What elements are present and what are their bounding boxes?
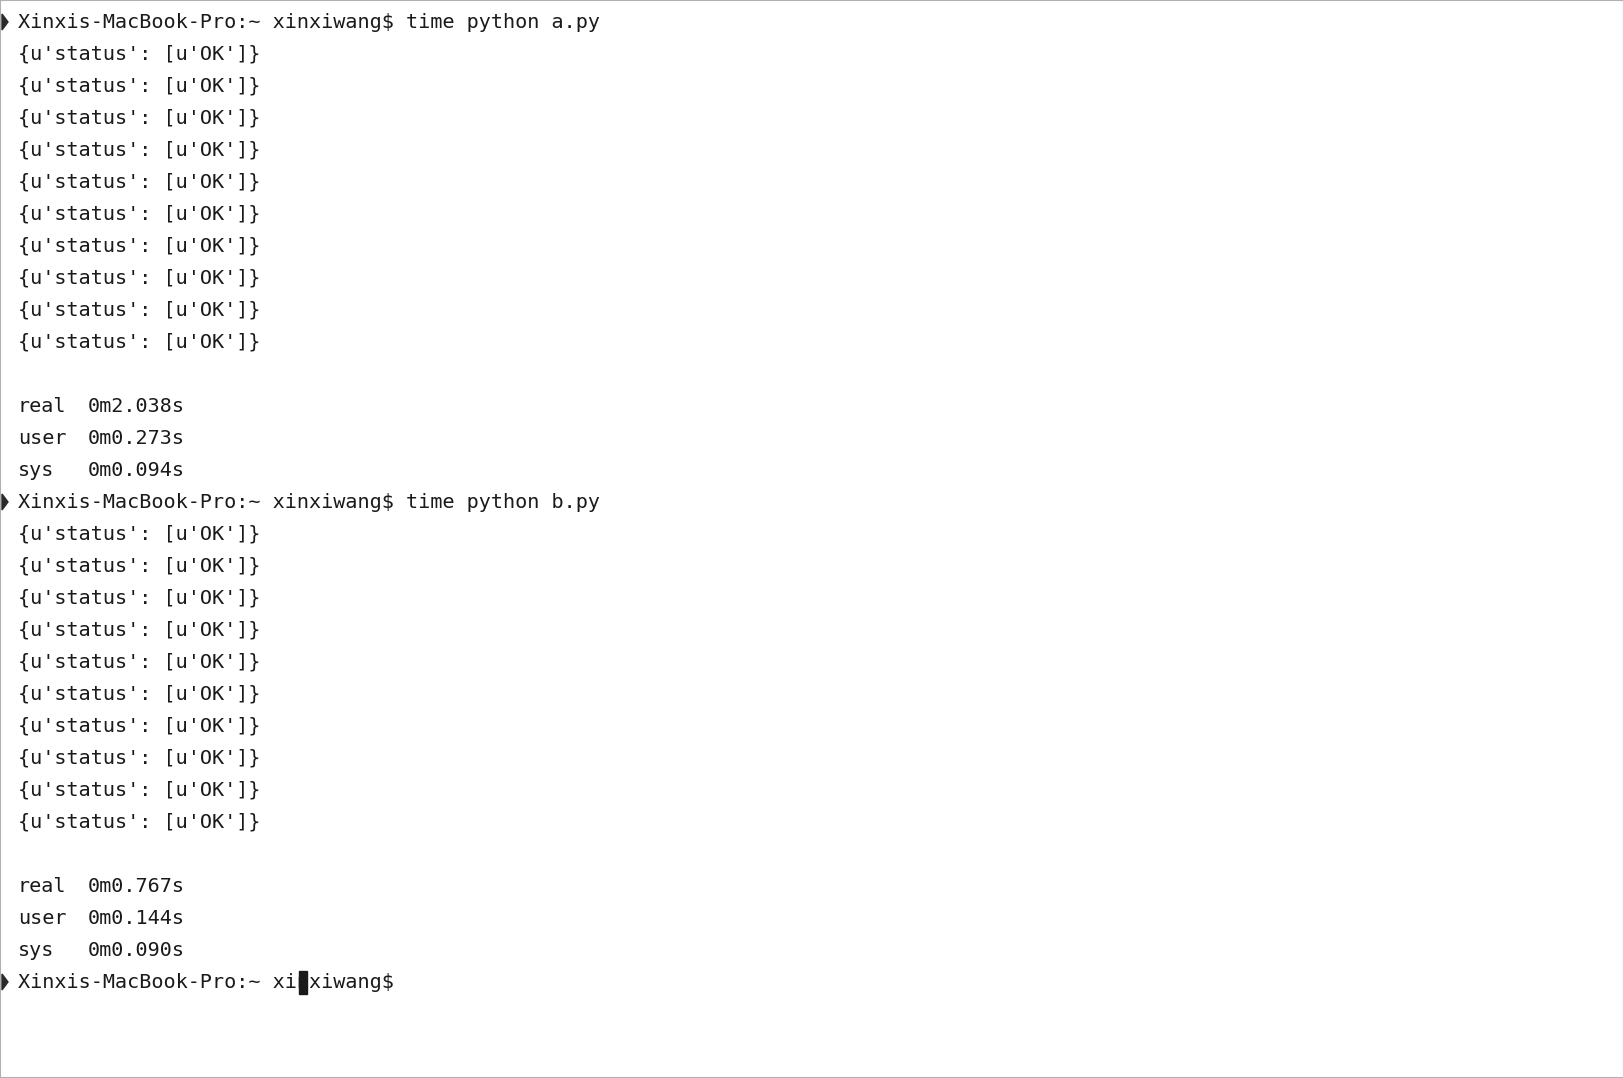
Text: {u'status': [u'OK']}: {u'status': [u'OK']} [18, 332, 260, 351]
Polygon shape [2, 14, 8, 30]
Text: 0m0.273s: 0m0.273s [88, 428, 185, 447]
Text: real: real [18, 397, 67, 415]
Text: user: user [18, 909, 67, 927]
Text: Xinxis-MacBook-Pro:~ xinxiwang$: Xinxis-MacBook-Pro:~ xinxiwang$ [18, 972, 406, 992]
Text: 0m0.767s: 0m0.767s [88, 876, 185, 896]
Text: {u'status': [u'OK']}: {u'status': [u'OK']} [18, 556, 260, 576]
Text: sys: sys [18, 940, 54, 959]
Text: {u'status': [u'OK']}: {u'status': [u'OK']} [18, 77, 260, 96]
Text: {u'status': [u'OK']}: {u'status': [u'OK']} [18, 301, 260, 319]
Bar [299, 971, 307, 994]
Text: real: real [18, 876, 67, 896]
Text: {u'status': [u'OK']}: {u'status': [u'OK']} [18, 140, 260, 160]
Text: 0m0.094s: 0m0.094s [88, 460, 185, 480]
Text: Xinxis-MacBook-Pro:~ xinxiwang$ time python b.py: Xinxis-MacBook-Pro:~ xinxiwang$ time pyt… [18, 493, 599, 511]
Text: 0m0.144s: 0m0.144s [88, 909, 185, 927]
Text: {u'status': [u'OK']}: {u'status': [u'OK']} [18, 780, 260, 800]
Text: {u'status': [u'OK']}: {u'status': [u'OK']} [18, 717, 260, 735]
Text: sys: sys [18, 460, 54, 480]
Text: {u'status': [u'OK']}: {u'status': [u'OK']} [18, 621, 260, 639]
Text: {u'status': [u'OK']}: {u'status': [u'OK']} [18, 589, 260, 608]
Text: {u'status': [u'OK']}: {u'status': [u'OK']} [18, 205, 260, 223]
Text: {u'status': [u'OK']}: {u'status': [u'OK']} [18, 44, 260, 64]
Polygon shape [2, 494, 8, 510]
Text: {u'status': [u'OK']}: {u'status': [u'OK']} [18, 268, 260, 288]
Text: 0m2.038s: 0m2.038s [88, 397, 185, 415]
Text: {u'status': [u'OK']}: {u'status': [u'OK']} [18, 652, 260, 672]
Text: {u'status': [u'OK']}: {u'status': [u'OK']} [18, 236, 260, 255]
Text: {u'status': [u'OK']}: {u'status': [u'OK']} [18, 109, 260, 127]
Text: Xinxis-MacBook-Pro:~ xinxiwang$ time python a.py: Xinxis-MacBook-Pro:~ xinxiwang$ time pyt… [18, 13, 599, 31]
Text: user: user [18, 428, 67, 447]
Text: 0m0.090s: 0m0.090s [88, 940, 185, 959]
Text: {u'status': [u'OK']}: {u'status': [u'OK']} [18, 685, 260, 704]
Text: {u'status': [u'OK']}: {u'status': [u'OK']} [18, 172, 260, 192]
Text: {u'status': [u'OK']}: {u'status': [u'OK']} [18, 748, 260, 768]
Polygon shape [2, 975, 8, 990]
Text: {u'status': [u'OK']}: {u'status': [u'OK']} [18, 525, 260, 543]
Text: {u'status': [u'OK']}: {u'status': [u'OK']} [18, 813, 260, 831]
